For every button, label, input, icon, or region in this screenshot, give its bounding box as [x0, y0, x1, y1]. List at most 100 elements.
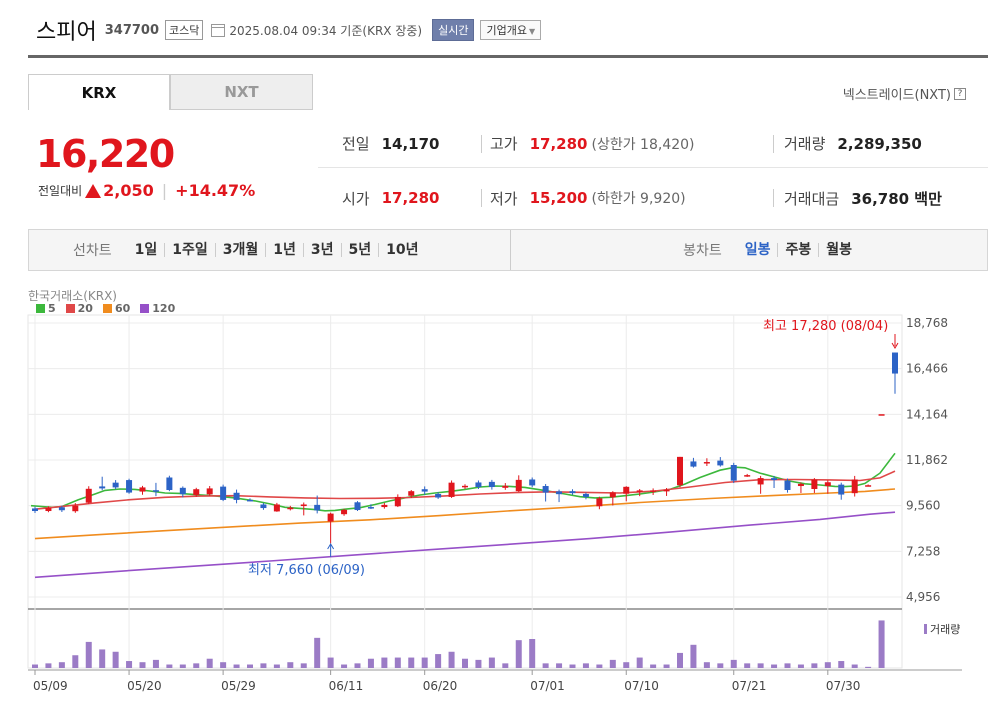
candle-down: [838, 484, 845, 495]
change-label: 전일대비: [38, 184, 83, 198]
candle-up: [408, 491, 415, 496]
period-3y[interactable]: 3년: [302, 243, 341, 257]
volume-bar: [569, 664, 576, 668]
candle-up: [851, 479, 858, 494]
volume-bar: [354, 663, 361, 668]
stat-amount: 거래대금 36,780 백만: [784, 188, 942, 209]
candle-up: [663, 489, 670, 492]
y-tick-label: 14,164: [906, 407, 948, 421]
divider: [481, 134, 482, 153]
volume-bar: [663, 664, 670, 668]
stat-label: 시가: [342, 189, 370, 208]
volume-bar: [865, 666, 872, 668]
volume-bar: [730, 659, 737, 668]
company-overview-label: 기업개요: [486, 24, 527, 37]
change-percent: +14.47%: [175, 181, 256, 200]
period-monthly[interactable]: 월봉: [818, 243, 859, 257]
period-weekly[interactable]: 주봉: [777, 243, 818, 257]
ma-legend-item: 120: [140, 302, 175, 315]
line-chart-label: 선차트: [73, 243, 112, 259]
tab-nxt[interactable]: NXT: [170, 74, 313, 110]
ma-legend-label: 20: [77, 302, 93, 315]
candle-up: [865, 485, 872, 487]
candle-up: [341, 509, 348, 515]
volume-bar: [811, 663, 818, 668]
volume-bar: [878, 620, 885, 668]
volume-bar: [650, 664, 657, 668]
help-icon[interactable]: ?: [954, 87, 966, 100]
market-badge: 코스닥: [165, 20, 204, 40]
volume-bar: [287, 662, 294, 668]
period-5y[interactable]: 5년: [340, 243, 379, 257]
ma-line-5: [30, 452, 896, 512]
volume-bar: [152, 659, 159, 668]
candle-up: [797, 483, 804, 487]
candle-down: [99, 486, 106, 489]
ma-legend-label: 5: [48, 302, 56, 315]
volume-bar: [609, 659, 616, 668]
price-change: 전일대비 2,050 | +14.47%: [38, 181, 255, 200]
price-stats: 전일 14,170 고가 17,280 (상한가 18,420) 거래량 2,2…: [318, 120, 988, 220]
candle-down: [475, 482, 482, 488]
candle-chart-label: 봉차트: [683, 243, 722, 259]
volume-bar: [126, 661, 133, 668]
candle-up: [623, 486, 630, 494]
nextrade-link[interactable]: 넥스트레이드(NXT) ?: [843, 84, 966, 103]
volume-bar: [273, 664, 280, 668]
volume-bar: [623, 662, 630, 668]
y-tick-label: 18,768: [906, 316, 948, 330]
volume-bar: [475, 659, 482, 668]
candle-down: [421, 489, 428, 492]
stats-row: 시가 17,280 저가 15,200 (하한가 9,920) 거래대금 36,…: [318, 174, 988, 222]
candle-up: [394, 496, 401, 507]
candle-down: [730, 464, 737, 481]
realtime-button[interactable]: 실시간: [432, 19, 475, 41]
candle-down: [542, 486, 549, 493]
volume-bar: [824, 662, 831, 668]
period-3m[interactable]: 3개월: [214, 243, 266, 257]
divider: [510, 230, 511, 270]
volume-bar: [596, 664, 603, 668]
period-1y[interactable]: 1년: [265, 243, 303, 257]
candle-down: [152, 490, 159, 492]
period-1w[interactable]: 1주일: [164, 243, 215, 257]
y-tick-label: 4,956: [906, 590, 940, 604]
volume-bar: [582, 663, 589, 668]
divider: [773, 134, 774, 153]
volume-bar: [220, 662, 227, 668]
stat-label: 전일: [342, 135, 370, 153]
tab-krx[interactable]: KRX: [28, 74, 170, 110]
candle-down: [354, 502, 361, 511]
volume-bar: [58, 662, 65, 668]
period-daily[interactable]: 일봉: [744, 242, 771, 258]
candle-down: [488, 481, 495, 488]
period-1d[interactable]: 1일: [134, 242, 158, 258]
volume-bar: [556, 663, 563, 668]
y-tick-label: 9,560: [906, 499, 940, 513]
volume-bar: [435, 654, 442, 668]
volume-bar: [636, 657, 643, 668]
volume-bar: [99, 649, 106, 668]
candle-down: [126, 480, 133, 493]
volume-bar: [260, 663, 267, 668]
candle-up: [45, 508, 52, 512]
volume-bar: [502, 663, 509, 668]
volume-bar: [327, 657, 334, 668]
company-overview-button[interactable]: 기업개요 ▼: [480, 20, 542, 40]
candle-down: [260, 504, 267, 509]
x-tick-label: 07/30: [826, 679, 861, 693]
candle-up: [703, 462, 710, 464]
x-tick-label: 06/20: [423, 679, 458, 693]
candle-down: [435, 493, 442, 498]
period-10y[interactable]: 10년: [378, 243, 425, 257]
volume-bar: [542, 663, 549, 668]
candle-down: [179, 487, 186, 495]
change-amount: 2,050: [103, 181, 154, 200]
ma-legend: 5 20 60 120: [36, 302, 185, 315]
chart-source: 한국거래소(KRX): [28, 289, 117, 303]
volume-bar: [341, 664, 348, 668]
stat-volume: 거래량 2,289,350: [784, 133, 922, 154]
candle-down: [166, 477, 173, 490]
candle-up: [824, 482, 831, 487]
